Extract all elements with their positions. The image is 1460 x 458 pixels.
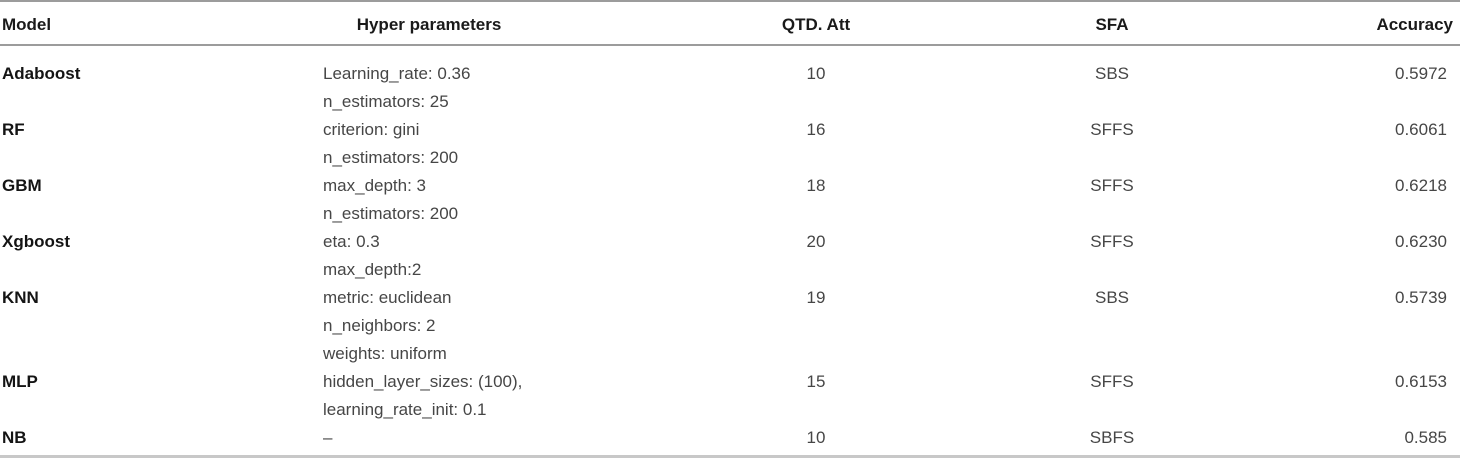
hyper-parameters-cell: eta: 0.3 max_depth:2 <box>323 228 535 284</box>
hyper-parameter-line: n_estimators: 200 <box>323 148 459 167</box>
column-header-model: Model <box>2 15 52 34</box>
qtd-att-cell: 20 <box>806 232 826 251</box>
table-top-rule <box>0 0 1460 2</box>
hyper-parameters-cell: Learning_rate: 0.36 n_estimators: 25 <box>323 60 535 116</box>
hyper-parameter-line: max_depth: 3 <box>323 176 427 195</box>
sfa-cell: SFFS <box>1090 368 1133 396</box>
hyper-parameter-line: n_estimators: 200 <box>323 204 459 223</box>
hyper-parameter-line: metric: euclidean <box>323 288 452 307</box>
qtd-att-cell: 10 <box>806 64 826 83</box>
sfa-cell: SBS <box>1094 60 1130 88</box>
hyper-parameter-line: hidden_layer_sizes: (100), <box>323 372 523 391</box>
hyper-parameter-line: n_estimators: 25 <box>323 92 449 111</box>
accuracy-cell: 0.6153 <box>1395 372 1447 391</box>
model-cell: GBM <box>2 176 42 195</box>
accuracy-cell: 0.6218 <box>1395 176 1447 195</box>
column-header-sfa: SFA <box>1095 2 1129 48</box>
table-row: Xgboost eta: 0.3 max_depth:2 20 SFFS 0.6… <box>0 228 1460 284</box>
hyper-parameter-line: max_depth:2 <box>323 260 422 279</box>
hyper-parameters-cell: criterion: gini n_estimators: 200 <box>323 116 535 172</box>
accuracy-cell: 0.6230 <box>1395 232 1447 251</box>
sfa-cell: SBS <box>1094 284 1130 312</box>
column-header-qtd-att: QTD. Att <box>781 15 851 34</box>
hyper-parameter-line: – <box>323 428 333 447</box>
sfa-value: SBS <box>1094 288 1130 307</box>
hyper-parameters-cell: metric: euclidean n_neighbors: 2 weights… <box>323 284 535 368</box>
qtd-att-cell: 19 <box>806 288 826 307</box>
qtd-att-cell: 15 <box>806 372 826 391</box>
hyper-parameter-line: n_neighbors: 2 <box>323 316 436 335</box>
qtd-att-cell: 18 <box>806 176 826 195</box>
model-cell: MLP <box>2 372 38 391</box>
column-header-sfa-label: SFA <box>1095 15 1129 34</box>
sfa-cell: SFFS <box>1090 172 1133 200</box>
table-row: RF criterion: gini n_estimators: 200 16 … <box>0 116 1460 172</box>
sfa-value: SFFS <box>1090 176 1134 195</box>
header-separator-rule <box>0 44 1460 46</box>
qtd-att-cell: 10 <box>806 428 826 447</box>
accuracy-cell: 0.5739 <box>1395 288 1447 307</box>
model-cell: KNN <box>2 288 39 307</box>
model-cell: RF <box>2 120 25 139</box>
accuracy-cell: 0.5972 <box>1395 64 1447 83</box>
sfa-value: SFFS <box>1090 120 1134 139</box>
accuracy-cell: 0.585 <box>1404 428 1447 447</box>
sfa-cell: SBFS <box>1090 424 1134 452</box>
sfa-cell: SFFS <box>1090 228 1133 256</box>
table-row: NB – 10 SBFS 0.585 <box>0 424 1460 452</box>
column-header-hyper-parameters: Hyper parameters <box>356 15 502 34</box>
column-header-accuracy: Accuracy <box>1376 15 1453 34</box>
hyper-parameters-cell: – <box>323 424 535 452</box>
sfa-cell: SFFS <box>1090 116 1133 144</box>
sfa-value: SFFS <box>1090 232 1134 251</box>
table-body: Adaboost Learning_rate: 0.36 n_estimator… <box>0 46 1460 455</box>
hyper-parameter-line: weights: uniform <box>323 344 447 363</box>
hyper-parameter-line: learning_rate_init: 0.1 <box>323 400 487 419</box>
hyper-parameters-cell: max_depth: 3 n_estimators: 200 <box>323 172 535 228</box>
hyper-parameter-line: Learning_rate: 0.36 <box>323 64 471 83</box>
model-cell: NB <box>2 428 27 447</box>
model-cell: Adaboost <box>2 64 81 83</box>
hyper-parameter-line: criterion: gini <box>323 120 420 139</box>
table-bottom-rule <box>0 455 1460 458</box>
table-header-row: Model Hyper parameters QTD. Att SFA Accu… <box>0 2 1460 44</box>
sfa-value: SBFS <box>1089 428 1135 447</box>
sfa-value: SBS <box>1094 64 1130 83</box>
qtd-att-cell: 16 <box>806 120 826 139</box>
hyper-parameters-cell: hidden_layer_sizes: (100), learning_rate… <box>323 368 535 424</box>
table-row: GBM max_depth: 3 n_estimators: 200 18 SF… <box>0 172 1460 228</box>
model-cell: Xgboost <box>2 232 70 251</box>
accuracy-cell: 0.6061 <box>1395 120 1447 139</box>
table-row: Adaboost Learning_rate: 0.36 n_estimator… <box>0 60 1460 116</box>
hyper-parameter-line: eta: 0.3 <box>323 232 380 251</box>
sfa-value: SFFS <box>1090 372 1134 391</box>
table-row: MLP hidden_layer_sizes: (100), learning_… <box>0 368 1460 424</box>
table-row: KNN metric: euclidean n_neighbors: 2 wei… <box>0 284 1460 368</box>
